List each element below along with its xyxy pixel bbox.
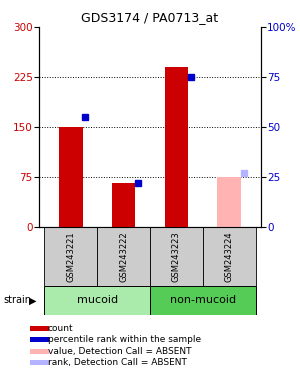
Text: rank, Detection Call = ABSENT: rank, Detection Call = ABSENT (48, 358, 187, 367)
Text: GSM243224: GSM243224 (225, 231, 234, 281)
Bar (150, 286, 256, 315)
Text: non-mucoid: non-mucoid (170, 295, 236, 306)
Bar (44, 227, 97, 286)
Bar (164, 67, 188, 227)
Bar (59, 127, 82, 227)
Bar (218, 177, 241, 227)
Bar (97, 227, 150, 286)
Text: GSM243221: GSM243221 (66, 231, 75, 281)
Text: GSM243222: GSM243222 (119, 231, 128, 281)
Bar (30, 349, 49, 354)
Bar (150, 227, 203, 286)
Text: value, Detection Call = ABSENT: value, Detection Call = ABSENT (48, 347, 191, 356)
Bar (30, 338, 49, 342)
Text: strain: strain (3, 295, 31, 306)
Title: GDS3174 / PA0713_at: GDS3174 / PA0713_at (81, 11, 219, 24)
Bar (203, 227, 256, 286)
Text: count: count (48, 324, 74, 333)
Text: percentile rank within the sample: percentile rank within the sample (48, 335, 201, 344)
Bar (30, 326, 49, 331)
Text: GSM243223: GSM243223 (172, 231, 181, 282)
Bar (44, 286, 150, 315)
Bar (30, 361, 49, 365)
Text: mucoid: mucoid (76, 295, 118, 306)
Bar (112, 183, 136, 227)
Text: ▶: ▶ (28, 295, 36, 306)
